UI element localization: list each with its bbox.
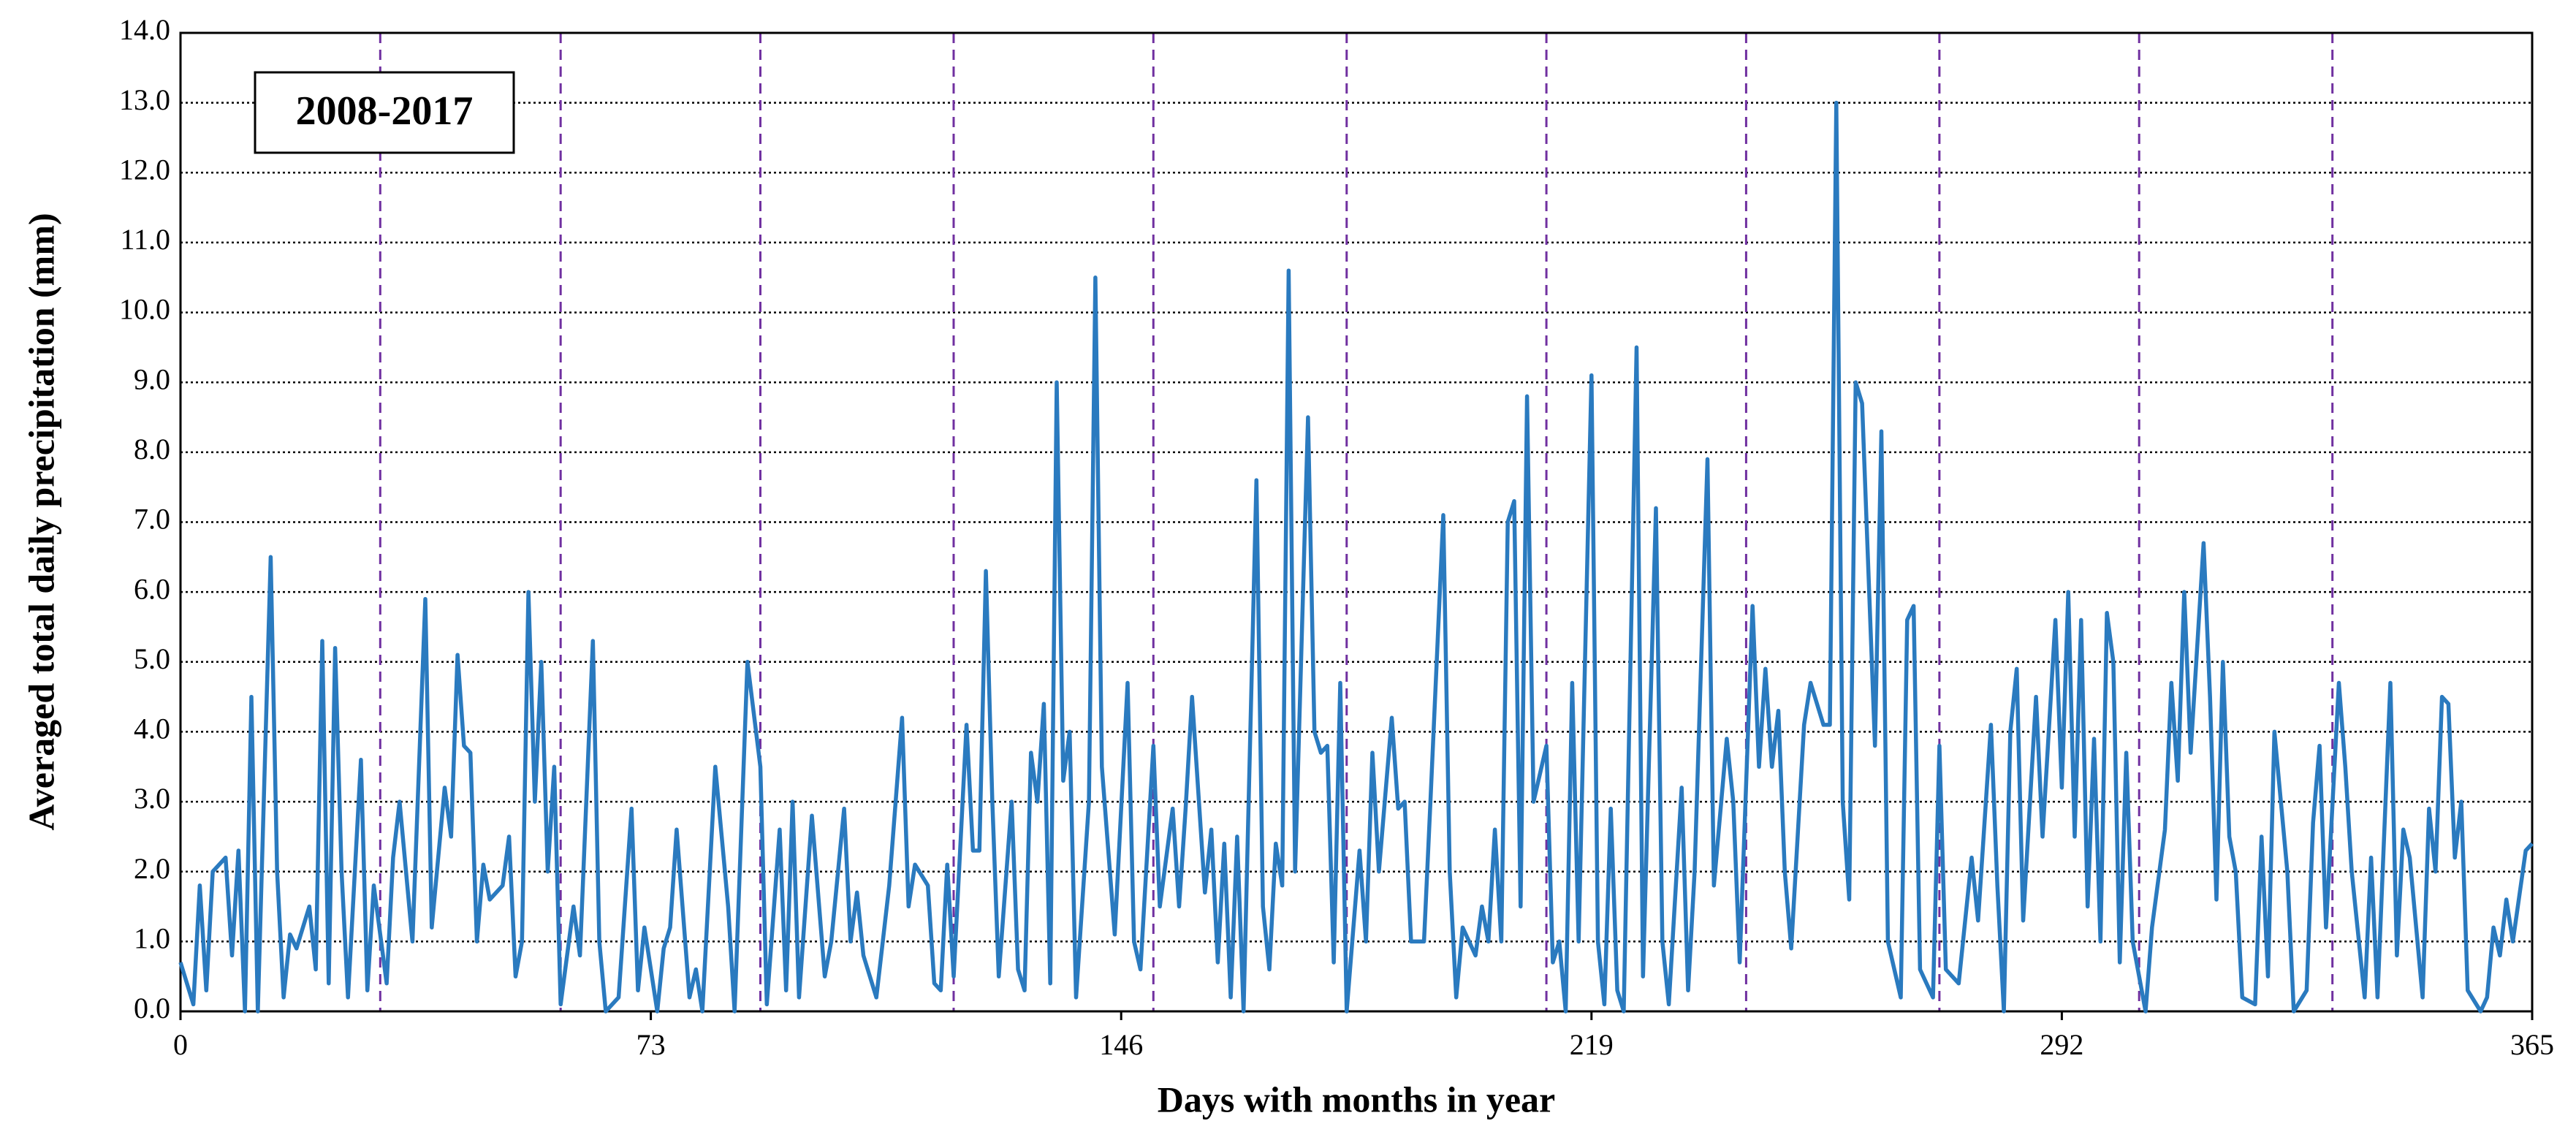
x-tick-label: 0 [173,1028,188,1061]
x-tick-label: 365 [2510,1028,2554,1061]
y-tick-label: 9.0 [134,362,170,395]
y-tick-label: 1.0 [134,922,170,955]
x-tick-label: 292 [2040,1028,2083,1061]
y-tick-label: 8.0 [134,433,170,465]
x-tick-label: 73 [637,1028,666,1061]
annotation-box [254,71,515,154]
x-tick-label: 146 [1099,1028,1143,1061]
y-tick-label: 2.0 [134,852,170,885]
y-tick-label: 14.0 [119,13,170,46]
y-axis-label: Averaged total daily precipitation (mm) [20,213,61,830]
annotation: 2008-2017 [296,88,474,134]
data-line [178,100,2534,1014]
y-tick-label: 4.0 [134,712,170,745]
y-tick-label: 10.0 [119,293,170,326]
y-tick-label: 0.0 [134,992,170,1025]
y-tick-label: 11.0 [120,223,170,256]
plot-frame [179,31,2534,1013]
y-tick-label: 7.0 [134,503,170,536]
y-tick-label: 6.0 [134,572,170,605]
x-axis-label: Days with months in year [1158,1079,1555,1120]
x-tick-label: 219 [1570,1028,1614,1061]
y-tick-label: 12.0 [119,153,170,186]
y-tick-label: 5.0 [134,642,170,675]
y-tick-label: 13.0 [119,83,170,116]
y-tick-label: 3.0 [134,782,170,815]
